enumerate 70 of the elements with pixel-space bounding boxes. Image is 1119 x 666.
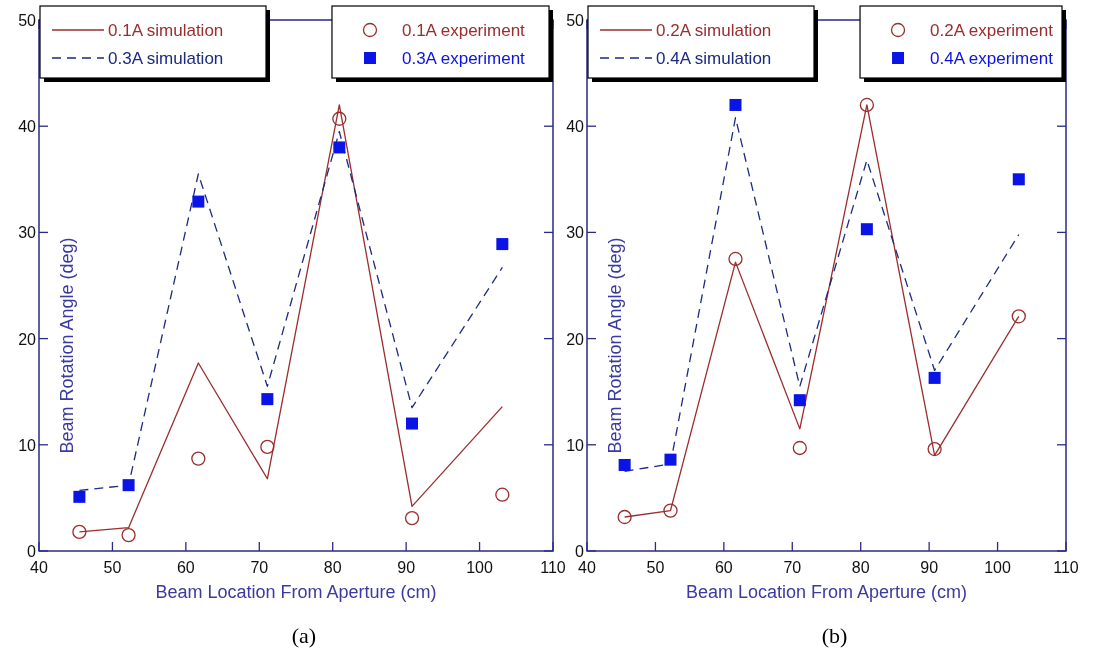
x-tick-label: 50 bbox=[646, 559, 665, 576]
point bbox=[333, 141, 346, 154]
point bbox=[792, 440, 807, 456]
point bbox=[663, 503, 678, 518]
point bbox=[121, 527, 136, 543]
point bbox=[406, 417, 419, 430]
y-tick-label: 0 bbox=[575, 543, 585, 560]
point bbox=[496, 238, 509, 251]
legend-label: 0.4A experiment bbox=[930, 49, 1054, 68]
point bbox=[729, 98, 742, 111]
legend-label: 0.3A experiment bbox=[401, 49, 526, 68]
x-tick-label: 90 bbox=[397, 559, 416, 576]
point bbox=[404, 510, 420, 526]
point bbox=[793, 394, 806, 407]
y-tick-label: 50 bbox=[18, 12, 37, 29]
x-tick-label: 90 bbox=[920, 559, 939, 576]
text: (b) bbox=[821, 623, 848, 648]
x-tick-label: 70 bbox=[783, 559, 802, 576]
point bbox=[928, 371, 941, 384]
x-tick-label: 40 bbox=[30, 559, 48, 576]
x-tick-label: 110 bbox=[540, 559, 566, 576]
point bbox=[332, 111, 347, 126]
point bbox=[72, 524, 87, 540]
y-tick-label: 0 bbox=[27, 543, 37, 560]
text: (a) bbox=[291, 623, 317, 648]
point bbox=[1011, 309, 1026, 324]
point bbox=[192, 195, 205, 208]
x-axis-title: Beam Location From Aperture (cm) bbox=[155, 582, 437, 602]
y-axis-title: Beam Rotation Angle (deg) bbox=[605, 237, 625, 454]
point bbox=[495, 487, 510, 502]
point bbox=[73, 490, 86, 503]
y-tick-label: 50 bbox=[566, 12, 585, 29]
legend-label: 0.2A simulation bbox=[656, 21, 772, 40]
point bbox=[261, 393, 274, 406]
x-tick-label: 60 bbox=[714, 559, 733, 576]
point bbox=[728, 251, 743, 267]
point bbox=[260, 439, 275, 455]
y-tick-label: 30 bbox=[18, 224, 37, 242]
x-axis-title: Beam Location From Aperture (cm) bbox=[685, 582, 968, 602]
point bbox=[860, 223, 873, 236]
x-tick-label: 70 bbox=[250, 559, 269, 576]
legend-label: 0.1A experiment bbox=[401, 21, 526, 40]
legend-label: 0.1A simulation bbox=[108, 21, 224, 40]
y-axis-title: Beam Rotation Angle (deg) bbox=[57, 237, 77, 454]
point bbox=[618, 458, 631, 471]
point bbox=[617, 509, 632, 525]
x-tick-label: 40 bbox=[578, 559, 596, 576]
x-tick-label: 100 bbox=[466, 559, 494, 576]
y-tick-label: 20 bbox=[566, 330, 585, 348]
x-tick-label: 50 bbox=[103, 559, 122, 576]
y-tick-label: 20 bbox=[18, 330, 37, 348]
point bbox=[927, 441, 942, 457]
x-tick-label: 100 bbox=[984, 559, 1012, 576]
legend-label: 0.4A simulation bbox=[656, 49, 772, 68]
x-tick-label: 110 bbox=[1053, 559, 1079, 576]
point bbox=[859, 97, 875, 113]
x-tick-label: 80 bbox=[851, 559, 870, 576]
y-tick-label: 30 bbox=[566, 224, 585, 242]
point bbox=[1012, 173, 1025, 186]
point bbox=[122, 479, 135, 492]
x-tick-label: 80 bbox=[323, 559, 342, 576]
x-tick-label: 60 bbox=[176, 559, 195, 576]
y-tick-label: 10 bbox=[18, 436, 37, 454]
y-tick-label: 40 bbox=[18, 118, 37, 136]
point bbox=[191, 451, 206, 466]
y-tick-label: 10 bbox=[566, 436, 585, 454]
legend-label: 0.2A experiment bbox=[930, 21, 1054, 40]
y-tick-label: 40 bbox=[566, 118, 585, 136]
legend-label: 0.3A simulation bbox=[108, 49, 224, 68]
point bbox=[664, 453, 677, 466]
